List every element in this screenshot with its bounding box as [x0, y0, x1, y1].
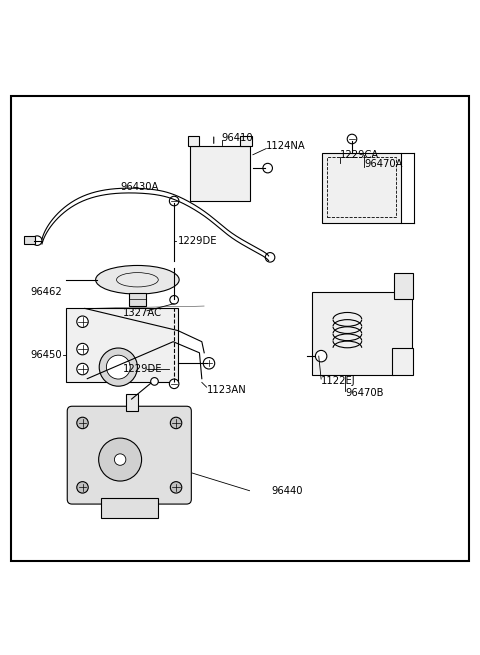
- Circle shape: [347, 134, 357, 143]
- Text: 1122EJ: 1122EJ: [321, 376, 356, 386]
- Text: 96470A: 96470A: [364, 159, 403, 169]
- Polygon shape: [312, 291, 412, 375]
- Bar: [66, 309, 178, 383]
- Text: 96470B: 96470B: [345, 388, 384, 398]
- Circle shape: [151, 378, 158, 385]
- Text: 1229CA: 1229CA: [340, 150, 380, 160]
- Text: 1124NA: 1124NA: [266, 141, 306, 151]
- Circle shape: [77, 364, 88, 375]
- Bar: [190, 146, 250, 201]
- Text: 1327AC: 1327AC: [123, 309, 162, 318]
- Bar: [129, 293, 145, 306]
- Circle shape: [99, 438, 142, 481]
- Text: 96410: 96410: [222, 133, 253, 143]
- Circle shape: [315, 350, 327, 362]
- Bar: [24, 236, 35, 244]
- Circle shape: [77, 417, 88, 428]
- Circle shape: [107, 355, 130, 379]
- Circle shape: [169, 196, 179, 206]
- Bar: [327, 157, 396, 217]
- Text: 96462: 96462: [30, 287, 62, 297]
- Circle shape: [170, 417, 182, 428]
- Bar: [392, 348, 413, 375]
- Circle shape: [114, 454, 126, 465]
- Circle shape: [77, 343, 88, 355]
- Bar: [101, 498, 158, 518]
- Text: 96450: 96450: [30, 350, 61, 360]
- Bar: [188, 136, 199, 146]
- FancyBboxPatch shape: [67, 406, 192, 504]
- Bar: [322, 153, 401, 223]
- Ellipse shape: [96, 265, 179, 294]
- Circle shape: [263, 163, 273, 173]
- Circle shape: [33, 236, 42, 246]
- Circle shape: [169, 379, 179, 388]
- Circle shape: [170, 295, 179, 304]
- Circle shape: [203, 358, 215, 369]
- Bar: [240, 136, 252, 146]
- Bar: [394, 272, 413, 299]
- Text: 1229DE: 1229DE: [123, 364, 163, 374]
- Text: 1123AN: 1123AN: [206, 386, 246, 396]
- Circle shape: [99, 348, 137, 386]
- Text: 1229DE: 1229DE: [178, 236, 217, 246]
- Text: 96430A: 96430A: [120, 181, 159, 192]
- Circle shape: [170, 481, 182, 493]
- Circle shape: [265, 253, 275, 262]
- Circle shape: [77, 316, 88, 328]
- Circle shape: [77, 481, 88, 493]
- Text: 96440: 96440: [271, 486, 302, 496]
- Bar: [126, 394, 138, 411]
